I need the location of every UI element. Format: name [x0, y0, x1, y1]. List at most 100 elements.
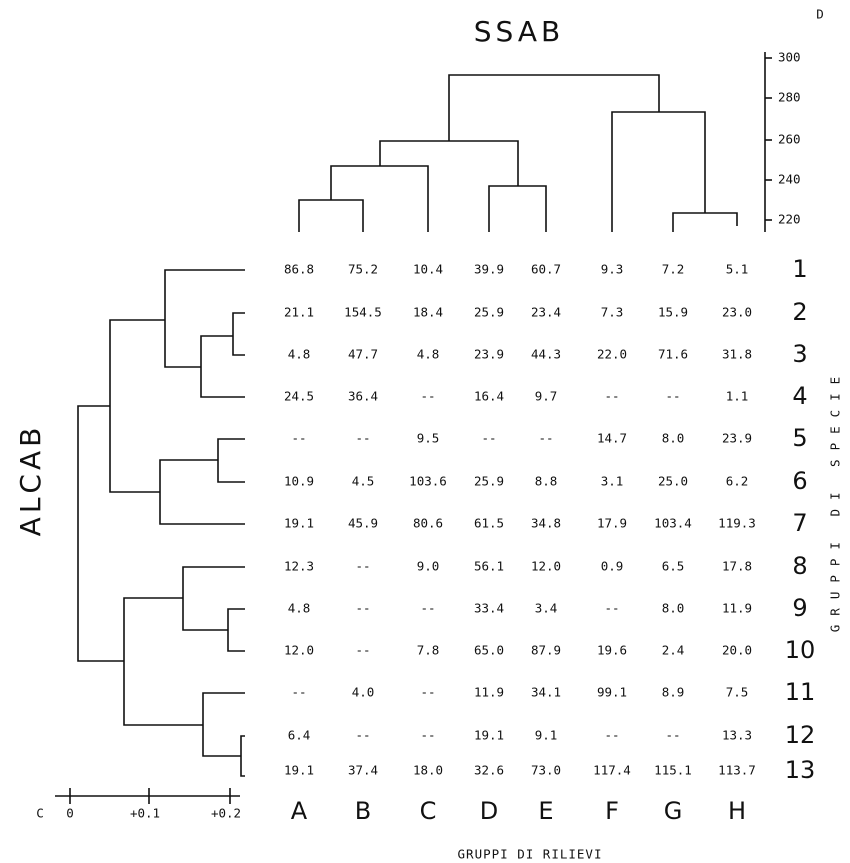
cell: -- [604, 601, 619, 616]
cell: 8.0 [662, 431, 685, 446]
cell: 61.5 [474, 516, 504, 531]
row-axis-title: ALCAB [14, 424, 47, 537]
cell: 17.8 [722, 559, 752, 574]
cell: 34.1 [531, 685, 561, 700]
cell: 44.3 [531, 347, 561, 362]
cell: 20.0 [722, 643, 752, 658]
tick-label: 0 [66, 806, 74, 821]
cell: 1.1 [726, 389, 749, 404]
cell: 39.9 [474, 262, 504, 277]
column-label: F [605, 797, 619, 825]
cell: 19.1 [474, 728, 504, 743]
cell: 25.0 [658, 474, 688, 489]
cell: 73.0 [531, 763, 561, 778]
tick-label: 260 [778, 132, 801, 147]
cell: 7.2 [662, 262, 685, 277]
cell: 86.8 [284, 262, 314, 277]
cell: 117.4 [593, 763, 631, 778]
cell: -- [291, 685, 306, 700]
row-label: 2 [792, 298, 807, 326]
cell: 6.5 [662, 559, 685, 574]
cell: -- [355, 559, 370, 574]
cell: 23.9 [722, 431, 752, 446]
cell: 56.1 [474, 559, 504, 574]
cell: 8.8 [535, 474, 558, 489]
cell: -- [665, 389, 680, 404]
cell: 9.0 [417, 559, 440, 574]
cell: 9.3 [601, 262, 624, 277]
cell: 19.6 [597, 643, 627, 658]
row-label: 5 [792, 424, 807, 452]
row-label: 1 [792, 255, 807, 283]
cell: 80.6 [413, 516, 443, 531]
cell: 17.9 [597, 516, 627, 531]
cell: 5.1 [726, 262, 749, 277]
cell: 19.1 [284, 763, 314, 778]
row-label: 9 [792, 594, 807, 622]
cell: 99.1 [597, 685, 627, 700]
left-scale-label: C [36, 806, 44, 821]
cell: 23.9 [474, 347, 504, 362]
cell: 75.2 [348, 262, 378, 277]
row-label: 13 [785, 756, 816, 784]
cell: 7.8 [417, 643, 440, 658]
cell: 12.0 [531, 559, 561, 574]
cell: 119.3 [718, 516, 756, 531]
cell: 115.1 [654, 763, 692, 778]
cell: 34.8 [531, 516, 561, 531]
cell: 47.7 [348, 347, 378, 362]
cell: 3.4 [535, 601, 558, 616]
cell: -- [420, 389, 435, 404]
cell: -- [420, 685, 435, 700]
cell: 4.8 [288, 601, 311, 616]
column-label: H [728, 797, 746, 825]
cell: 23.4 [531, 305, 561, 320]
cell: -- [355, 643, 370, 658]
cell: 22.0 [597, 347, 627, 362]
top-scale-label: D [816, 7, 824, 22]
cell: 0.9 [601, 559, 624, 574]
cell: 33.4 [474, 601, 504, 616]
tick-label: 300 [778, 50, 801, 65]
cell: 8.0 [662, 601, 685, 616]
cell: 4.5 [352, 474, 375, 489]
row-label: 8 [792, 552, 807, 580]
tick-label: 220 [778, 212, 801, 227]
cell: -- [420, 728, 435, 743]
cell: 19.1 [284, 516, 314, 531]
cell: -- [481, 431, 496, 446]
cell: 113.7 [718, 763, 756, 778]
row-label: 6 [792, 467, 807, 495]
cell: 12.0 [284, 643, 314, 658]
cell: 21.1 [284, 305, 314, 320]
cell: 10.9 [284, 474, 314, 489]
cell: 13.3 [722, 728, 752, 743]
cell: 31.8 [722, 347, 752, 362]
cell: 18.4 [413, 305, 443, 320]
row-label: 10 [785, 636, 816, 664]
cell: 12.3 [284, 559, 314, 574]
cell: -- [604, 389, 619, 404]
cell: 25.9 [474, 305, 504, 320]
cell: 2.4 [662, 643, 685, 658]
cell: 23.0 [722, 305, 752, 320]
right-label: GRUPPI DI SPECIE [828, 368, 843, 632]
cell: 11.9 [474, 685, 504, 700]
cell: 16.4 [474, 389, 504, 404]
cell: 4.0 [352, 685, 375, 700]
cell: 37.4 [348, 763, 378, 778]
cell: 9.5 [417, 431, 440, 446]
cell: 6.4 [288, 728, 311, 743]
row-label: 3 [792, 340, 807, 368]
cell: -- [355, 431, 370, 446]
cell: 87.9 [531, 643, 561, 658]
column-label: C [420, 797, 437, 825]
cell: -- [291, 431, 306, 446]
cell: 9.1 [535, 728, 558, 743]
cell: 25.9 [474, 474, 504, 489]
row-label: 11 [785, 678, 816, 706]
row-dendrogram [55, 269, 245, 797]
tick-label: +0.2 [211, 806, 241, 821]
tick-label: 240 [778, 172, 801, 187]
